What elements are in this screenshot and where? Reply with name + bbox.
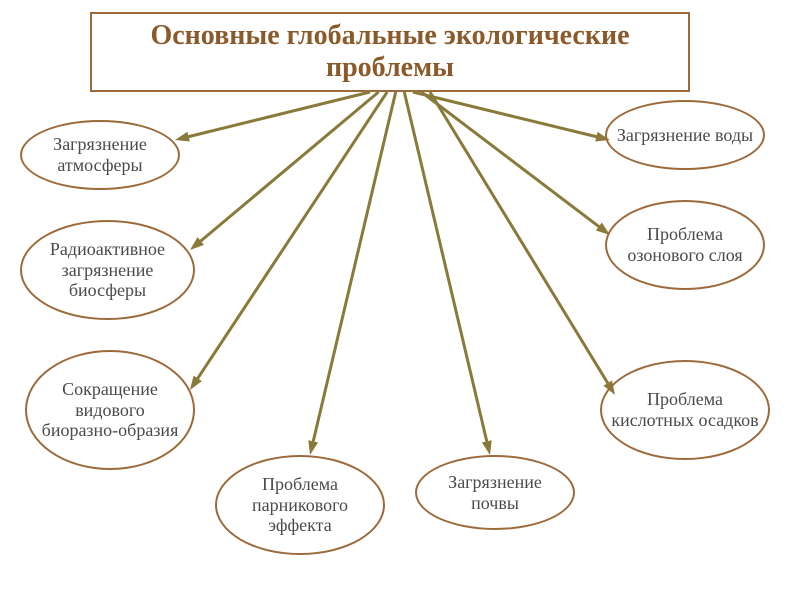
- bubble-b7: Проблема кислотных осадков: [600, 360, 770, 460]
- bubble-label: Радиоактивное загрязнение биосферы: [30, 239, 185, 301]
- arrow-line-b3: [312, 92, 396, 447]
- bubble-b4: Загрязнение почвы: [415, 455, 575, 530]
- arrow-line-b6: [421, 92, 603, 230]
- arrow-line-b0: [183, 92, 370, 138]
- arrow-head-b1: [190, 237, 204, 250]
- bubble-label: Сокращение видового биоразно-образия: [35, 379, 185, 441]
- bubble-label: Проблема озонового слоя: [615, 224, 755, 265]
- bubble-b5: Загрязнение воды: [605, 100, 765, 170]
- bubble-b1: Радиоактивное загрязнение биосферы: [20, 220, 195, 320]
- arrow-line-b1: [196, 92, 378, 245]
- arrow-line-b2: [195, 92, 388, 383]
- bubble-label: Загрязнение почвы: [425, 472, 565, 513]
- bubble-b0: Загрязнение атмосферы: [20, 120, 180, 190]
- bubble-label: Проблема кислотных осадков: [610, 389, 760, 430]
- arrow-line-b4: [404, 92, 488, 447]
- arrow-head-b3: [308, 440, 318, 455]
- bubble-b3: Проблема парникового эффекта: [215, 455, 385, 555]
- arrow-head-b0: [175, 132, 190, 142]
- bubble-label: Загрязнение воды: [617, 125, 753, 146]
- arrow-line-b7: [430, 92, 611, 388]
- bubble-label: Загрязнение атмосферы: [30, 134, 170, 175]
- diagram-title: Основные глобальные экологические пробле…: [90, 12, 690, 92]
- arrow-head-b4: [482, 440, 492, 455]
- bubble-b2: Сокращение видового биоразно-образия: [25, 350, 195, 470]
- arrow-line-b5: [413, 92, 602, 138]
- diagram-title-text: Основные глобальные экологические пробле…: [92, 20, 688, 84]
- bubble-b6: Проблема озонового слоя: [605, 200, 765, 290]
- bubble-label: Проблема парникового эффекта: [225, 474, 375, 536]
- arrow-head-b2: [190, 376, 202, 390]
